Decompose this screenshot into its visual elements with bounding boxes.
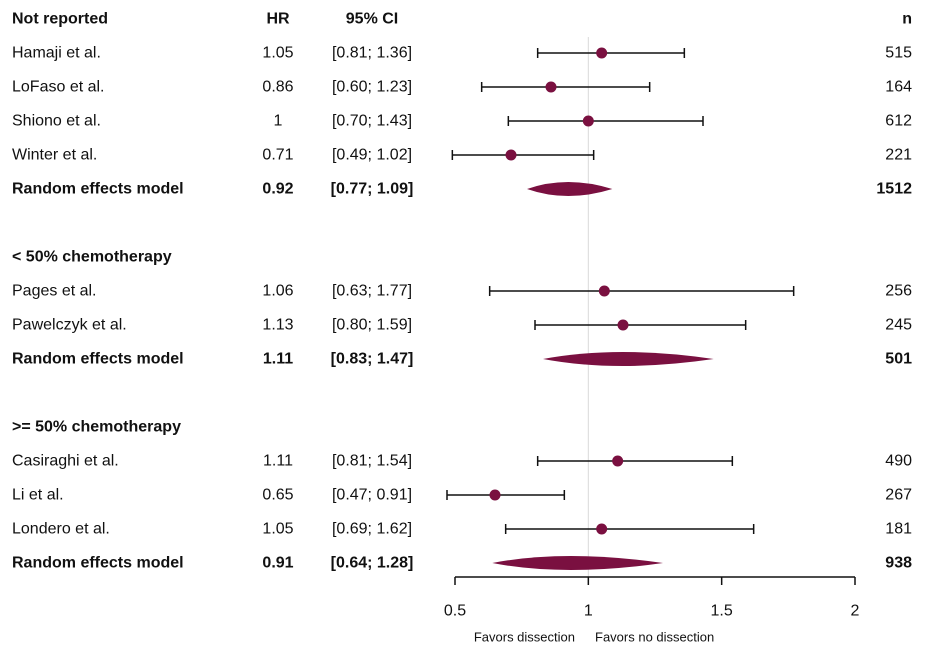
- hr-point: [617, 319, 629, 331]
- pooled-diamond: [527, 182, 613, 196]
- hr-point: [596, 47, 608, 59]
- study-n-value: 612: [885, 113, 912, 130]
- pooled-n-value: 938: [885, 555, 912, 572]
- pooled-ci-value: [0.64; 1.28]: [331, 555, 414, 572]
- study-name: Pages et al.: [12, 283, 97, 300]
- study-ci-value: [0.70; 1.43]: [332, 113, 412, 130]
- hr-point: [545, 81, 557, 93]
- study-n-value: 490: [885, 453, 912, 470]
- hr-point: [612, 455, 624, 467]
- study-hr-value: 1: [274, 113, 283, 130]
- x-axis-tick-label: 2: [851, 603, 860, 620]
- study-hr-value: 1.06: [262, 283, 293, 300]
- study-name: Hamaji et al.: [12, 45, 101, 62]
- x-axis-tick-label: 1: [584, 603, 593, 620]
- study-n-value: 164: [885, 79, 912, 96]
- pooled-name: Random effects model: [12, 351, 184, 368]
- study-name: Pawelczyk et al.: [12, 317, 127, 334]
- pooled-n-value: 501: [885, 351, 912, 368]
- study-hr-value: 0.71: [262, 147, 293, 164]
- study-n-value: 267: [885, 487, 912, 504]
- hr-point: [505, 149, 517, 161]
- study-ci-value: [0.81; 1.54]: [332, 453, 412, 470]
- study-n-value: 221: [885, 147, 912, 164]
- pooled-hr-value: 0.92: [262, 181, 293, 198]
- study-name: Winter et al.: [12, 147, 97, 164]
- hr-point: [489, 489, 501, 501]
- study-name: Casiraghi et al.: [12, 453, 119, 470]
- x-axis-tick-label: 1.5: [711, 603, 733, 620]
- group-label: >= 50% chemotherapy: [12, 419, 181, 436]
- study-hr-value: 1.13: [262, 317, 293, 334]
- group-label: < 50% chemotherapy: [12, 249, 172, 266]
- study-hr-value: 0.65: [262, 487, 293, 504]
- column-header-n: n: [902, 11, 912, 28]
- study-ci-value: [0.69; 1.62]: [332, 521, 412, 538]
- study-ci-value: [0.49; 1.02]: [332, 147, 412, 164]
- study-name: LoFaso et al.: [12, 79, 105, 96]
- hr-point: [596, 523, 608, 535]
- study-ci-value: [0.47; 0.91]: [332, 487, 412, 504]
- hr-point: [598, 285, 610, 297]
- pooled-ci-value: [0.83; 1.47]: [331, 351, 414, 368]
- study-n-value: 245: [885, 317, 912, 334]
- pooled-name: Random effects model: [12, 181, 184, 198]
- pooled-name: Random effects model: [12, 555, 184, 572]
- study-hr-value: 1.05: [262, 45, 293, 62]
- study-n-value: 256: [885, 283, 912, 300]
- study-name: Shiono et al.: [12, 113, 101, 130]
- pooled-n-value: 1512: [876, 181, 912, 198]
- pooled-ci-value: [0.77; 1.09]: [331, 181, 414, 198]
- study-ci-value: [0.81; 1.36]: [332, 45, 412, 62]
- study-ci-value: [0.80; 1.59]: [332, 317, 412, 334]
- pooled-hr-value: 1.11: [263, 351, 293, 368]
- pooled-diamond: [492, 556, 663, 570]
- hr-point: [582, 115, 594, 127]
- study-hr-value: 1.05: [262, 521, 293, 538]
- study-hr-value: 0.86: [262, 79, 293, 96]
- favors-dissection-label: Favors dissection: [474, 630, 575, 645]
- study-ci-value: [0.60; 1.23]: [332, 79, 412, 96]
- column-header-hr: HR: [266, 11, 290, 28]
- x-axis-tick-label: 0.5: [444, 603, 466, 620]
- favors-no-dissection-label: Favors no dissection: [595, 630, 714, 645]
- study-name: Li et al.: [12, 487, 64, 504]
- column-header-ci: 95% CI: [346, 11, 398, 28]
- study-hr-value: 1.11: [263, 453, 293, 470]
- pooled-hr-value: 0.91: [262, 555, 293, 572]
- column-header-study: Not reported: [12, 11, 108, 28]
- study-name: Londero et al.: [12, 521, 110, 538]
- pooled-diamond: [543, 352, 714, 366]
- study-n-value: 181: [885, 521, 912, 538]
- study-n-value: 515: [885, 45, 912, 62]
- study-ci-value: [0.63; 1.77]: [332, 283, 412, 300]
